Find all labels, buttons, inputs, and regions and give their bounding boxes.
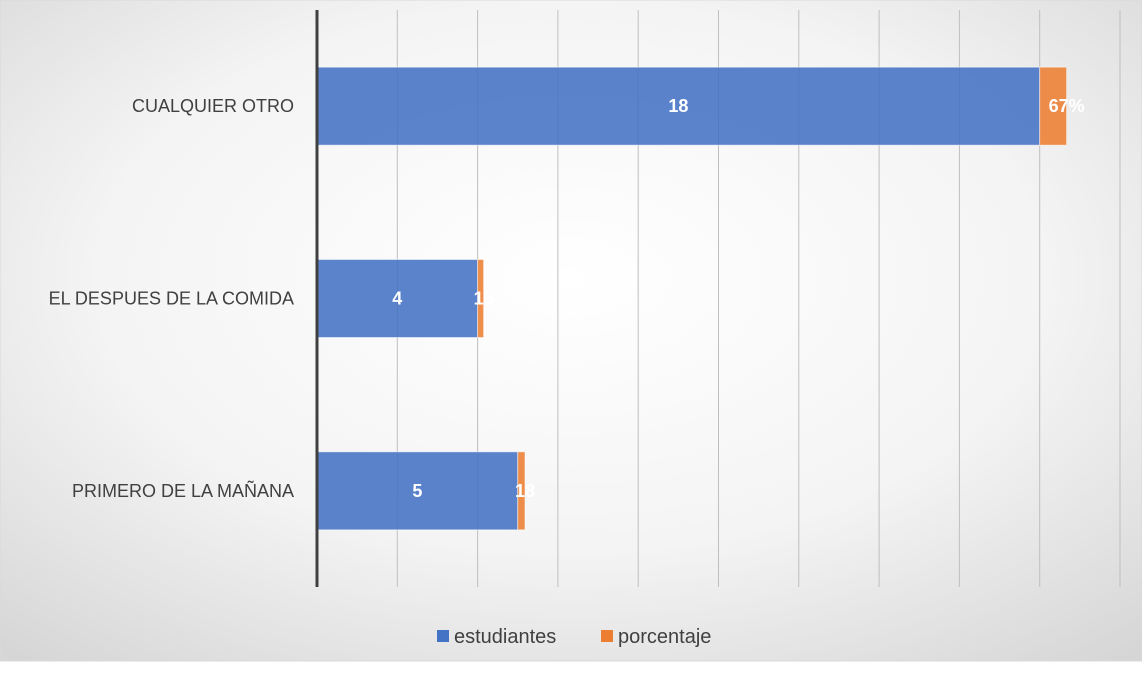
legend: estudiantes porcentaje [437,626,711,648]
data-label-estudiantes: 4 [392,289,402,309]
bar-estudiantes-0 [316,66,1041,146]
data-label-estudiantes: 5 [412,481,422,501]
category-label: CUALQUIER OTRO [132,96,294,116]
data-label-porcentaje: 18 [515,481,535,501]
legend-swatch-estudiantes [437,630,449,642]
category-label: PRIMERO DE LA MAÑANA [72,480,294,501]
category-labels: CUALQUIER OTRO EL DESPUES DE LA COMIDA PR… [49,96,294,501]
bar-porcentaje-0 [1039,66,1068,146]
data-label-porcentaje: 67% [1049,96,1085,116]
data-labels: 18 67% 4 15 5 18 [392,96,1084,501]
data-label-porcentaje: 15 [474,289,494,309]
bar-porcentaje-2 [517,451,526,531]
data-label-estudiantes: 18 [668,96,688,116]
bar-estudiantes-1 [316,259,479,338]
category-label: EL DESPUES DE LA COMIDA [49,289,294,309]
bars [316,66,1068,531]
bar-porcentaje-1 [477,259,485,338]
legend-label-porcentaje: porcentaje [618,626,711,648]
legend-label-estudiantes: estudiantes [454,626,556,648]
bar-estudiantes-2 [316,451,519,531]
legend-swatch-porcentaje [601,630,613,642]
